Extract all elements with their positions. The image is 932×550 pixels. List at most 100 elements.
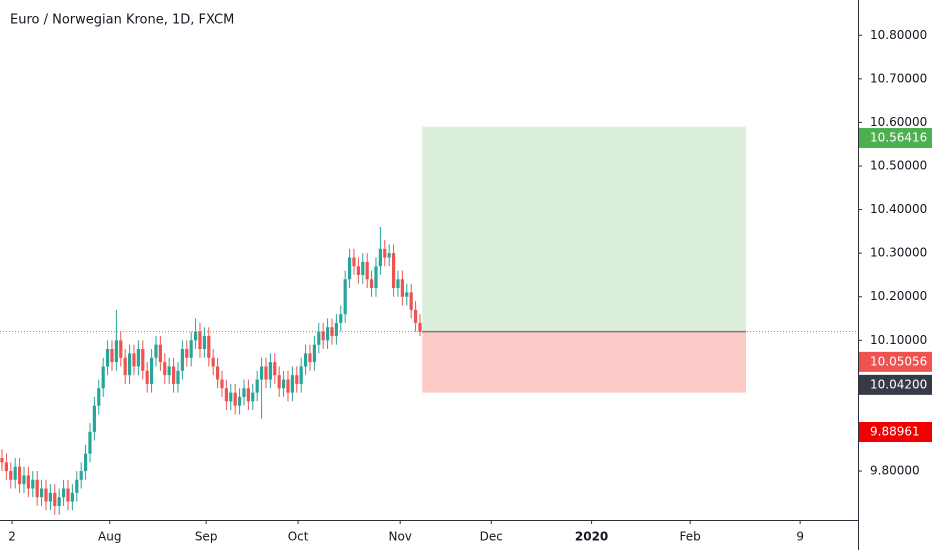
candle-body (22, 475, 26, 485)
candle-body (66, 488, 70, 502)
price-badge-label: 9.88961 (870, 425, 920, 439)
candle-body (325, 327, 330, 341)
candle-body (299, 366, 303, 384)
candle-body (127, 353, 132, 376)
candle-body (334, 322, 338, 336)
x-tick-label: Dec (480, 530, 503, 544)
candle-body (413, 309, 418, 323)
candle-body (132, 353, 136, 367)
price-badge-label: 10.05056 (870, 354, 927, 368)
candle-body (347, 257, 352, 280)
candle-body (154, 344, 158, 358)
y-tick-label: 10.50000 (870, 158, 927, 172)
price-badge (859, 128, 932, 149)
candle-body (9, 471, 13, 480)
candle-body (290, 375, 294, 393)
price-badge-label: 10.04200 (870, 377, 927, 391)
candle-body (13, 466, 17, 480)
y-tick-label: 10.70000 (870, 71, 927, 85)
candle-body (220, 379, 224, 389)
candle-body (400, 279, 404, 297)
candle-body (35, 479, 39, 498)
candle-body (409, 292, 413, 310)
candle-body (114, 340, 118, 363)
chart-title: Euro / Norwegian Krone, 1D, FXCM (10, 13, 234, 28)
candle-body (391, 253, 396, 289)
candle-body (202, 335, 206, 350)
price-axis-bg (858, 0, 932, 550)
candle-body (405, 292, 409, 297)
stop-loss-zone (422, 331, 747, 393)
candle-body (295, 375, 299, 384)
candle-body (229, 392, 233, 402)
candle-body (365, 261, 369, 280)
candle-body (88, 431, 92, 454)
candle-body (308, 353, 312, 363)
candle-body (237, 396, 242, 406)
x-tick-label: 9 (796, 530, 804, 544)
candle-body (92, 405, 96, 432)
candle-body (189, 340, 193, 358)
candle-body (4, 462, 8, 472)
candle-body (321, 331, 325, 341)
candle-body (48, 492, 52, 502)
candle-body (251, 392, 255, 402)
candle-body (286, 379, 290, 393)
candle-body (387, 253, 391, 258)
y-tick-label: 10.60000 (870, 115, 927, 129)
y-tick-label: 10.40000 (870, 202, 927, 216)
candle-body (330, 327, 334, 336)
y-tick-label: 10.80000 (870, 28, 927, 42)
candle-body (246, 388, 250, 402)
price-badge (859, 422, 932, 443)
candle-body (264, 366, 268, 380)
candle-body (312, 344, 316, 363)
candle-body (101, 366, 105, 389)
candle-body (185, 349, 189, 358)
candle-body (53, 492, 57, 506)
y-tick-label: 10.30000 (870, 246, 927, 260)
candle-body (167, 366, 171, 376)
candle-body (119, 340, 123, 358)
candle-body (374, 266, 378, 289)
candle-body (343, 279, 347, 315)
candle-body (303, 353, 308, 367)
candle-body (17, 466, 22, 485)
price-badge (859, 351, 932, 372)
candle-body (224, 388, 228, 402)
candle-body (339, 314, 343, 323)
candle-body (136, 349, 140, 367)
candle-body (31, 479, 35, 489)
candle-body (352, 257, 356, 267)
candle-body (259, 366, 264, 380)
x-tick-label: Sep (195, 530, 218, 544)
candle-body (83, 453, 88, 472)
candle-body (145, 370, 149, 384)
candle-body (171, 366, 176, 384)
y-tick-label: 10.20000 (870, 289, 927, 303)
candle-body (317, 331, 321, 345)
candle-body (180, 349, 184, 371)
candle-body (211, 357, 215, 367)
candle-body (158, 344, 162, 363)
candle-body (163, 362, 167, 376)
candle-body (110, 349, 114, 363)
candle-body (44, 488, 48, 502)
candle-body (207, 335, 211, 358)
candle-body (273, 362, 277, 376)
candle-body (255, 379, 259, 393)
candle-body (26, 475, 30, 489)
candle-body (79, 471, 83, 480)
candle-body (141, 349, 145, 371)
candle-body (123, 357, 127, 376)
candle-body (57, 497, 61, 506)
price-badge (859, 374, 932, 395)
candle-body (233, 392, 237, 406)
candle-body (70, 492, 74, 502)
candle-body (193, 331, 198, 341)
candle-body (378, 248, 382, 267)
candle-body (277, 375, 281, 389)
candle-body (356, 266, 360, 275)
candle-body (61, 488, 66, 498)
